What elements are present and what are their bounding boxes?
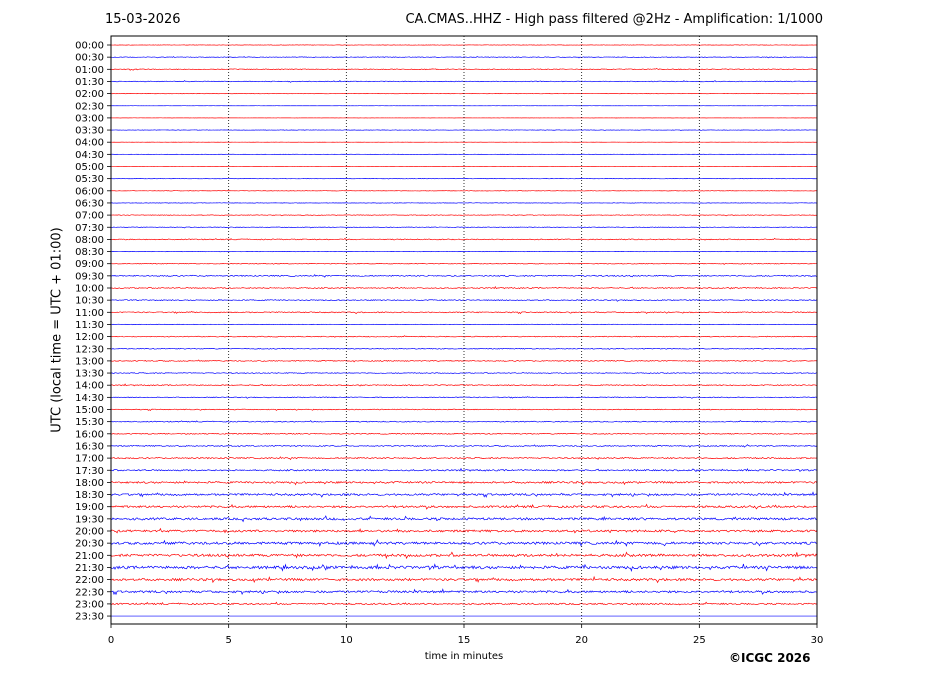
y-tick-label: 20:00 [75,527,104,538]
y-tick-label: 21:30 [75,563,104,574]
y-tick-label: 16:00 [75,429,104,440]
y-tick-label: 11:30 [75,320,104,331]
y-tick-label: 20:30 [75,539,104,550]
y-tick-label: 01:30 [75,77,104,88]
trace-1700 [110,456,818,461]
y-tick-label: 05:00 [75,162,104,173]
y-tick-label: 03:30 [75,126,104,137]
y-tick-label: 07:30 [75,223,104,234]
y-tick-label: 13:00 [75,356,104,367]
y-tick-label: 00:30 [75,53,104,64]
y-tick-label: 13:30 [75,369,104,380]
x-axis-label: time in minutes [424,651,504,662]
trace-2030 [110,539,818,547]
trace-1900 [110,503,818,510]
x-tick-label: 10 [340,635,353,646]
x-tick-label: 20 [575,635,588,646]
y-axis-label: UTC (local time = UTC + 01:00) [49,227,65,433]
y-tick-label: 03:00 [75,113,104,124]
chart-title: CA.CMAS..HHZ - High pass filtered @2Hz -… [405,12,823,27]
trace-1630 [110,444,818,448]
y-tick-label: 11:00 [75,308,104,319]
y-tick-label: 08:30 [75,247,104,258]
y-tick-label: 21:00 [75,551,104,562]
trace-0530 [110,177,818,180]
vertical-gridlines [228,36,700,624]
y-tick-label: 02:30 [75,101,104,112]
date-label: 15-03-2026 [105,12,181,27]
y-tick-label: 14:30 [75,393,104,404]
y-tick-label: 08:00 [75,235,104,246]
trace-0900 [110,262,818,265]
y-tick-label: 00:00 [75,41,104,52]
y-tick-label: 07:00 [75,211,104,222]
y-tick-label: 17:00 [75,454,104,465]
y-tick-label: 05:30 [75,174,104,185]
trace-1500 [110,408,818,411]
trace-2000 [110,527,818,534]
trace-1600 [110,432,817,435]
trace-0630 [110,202,818,204]
y-tick-label: 06:00 [75,186,104,197]
y-tick-label: 15:00 [75,405,104,416]
y-tick-label: 06:30 [75,198,104,209]
y-tick-label: 12:30 [75,344,104,355]
y-tick-label: 19:00 [75,502,104,513]
copyright-label: ©ICGC 2026 [729,651,811,665]
y-tick-label: 23:30 [75,612,104,623]
y-tick-label: 18:00 [75,478,104,489]
x-tick-label: 15 [458,635,471,646]
y-tick-label: 17:30 [75,466,104,477]
y-tick-label: 04:00 [75,138,104,149]
y-tick-label: 09:30 [75,271,104,282]
x-tick-label: 30 [811,635,824,646]
trace-0700 [110,214,818,217]
x-tick-label: 0 [108,635,114,646]
trace-0800 [110,237,818,241]
x-tick-label: 25 [693,635,706,646]
y-tick-label: 10:00 [75,284,104,295]
y-tick-label: 02:00 [75,89,104,100]
y-tick-label: 09:00 [75,259,104,270]
y-tick-label: 23:00 [75,599,104,610]
y-tick-label: 14:00 [75,381,104,392]
x-axis-ticks: 0 5 10 15 20 25 30 [108,624,824,646]
trace-1530 [110,420,818,423]
y-tick-label: 19:30 [75,514,104,525]
trace-1730 [110,467,818,472]
y-tick-label: 22:30 [75,587,104,598]
y-tick-label: 16:30 [75,441,104,452]
trace-0730 [110,226,818,229]
trace-1400 [110,383,818,387]
y-tick-label: 10:30 [75,296,104,307]
y-tick-label: 12:00 [75,332,104,343]
y-tick-label: 04:30 [75,150,104,161]
y-tick-label: 18:30 [75,490,104,501]
y-tick-label: 22:00 [75,575,104,586]
trace-1930 [110,515,818,523]
y-tick-label: 01:00 [75,65,104,76]
x-tick-label: 5 [225,635,231,646]
trace-1430 [110,396,818,399]
trace-1800 [110,480,818,486]
y-tick-label: 15:30 [75,417,104,428]
